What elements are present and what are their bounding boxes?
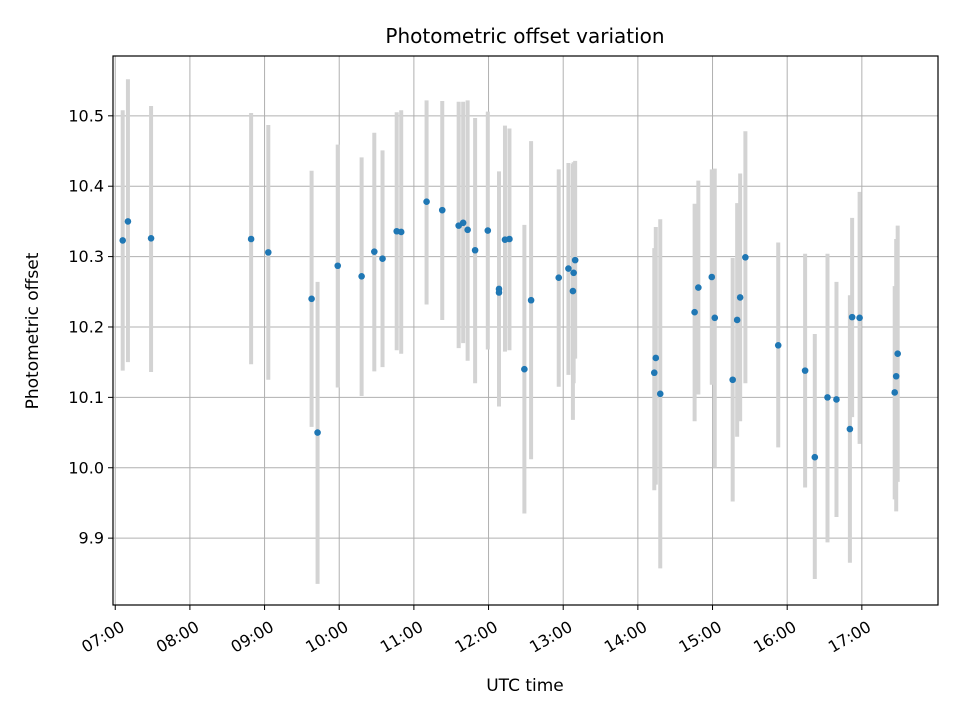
data-point xyxy=(892,372,900,380)
data-point xyxy=(308,295,315,303)
data-point xyxy=(527,296,535,304)
data-points xyxy=(119,198,901,461)
data-point xyxy=(811,453,819,461)
data-point xyxy=(555,274,563,282)
y-tick-label: 10.0 xyxy=(68,458,104,477)
axis-ticks xyxy=(108,115,863,610)
data-point xyxy=(894,350,901,358)
data-point xyxy=(736,294,744,301)
data-point xyxy=(119,237,127,244)
data-point xyxy=(358,273,365,280)
data-point xyxy=(856,314,863,322)
data-point xyxy=(846,425,854,433)
data-point xyxy=(423,198,430,205)
data-point xyxy=(565,265,572,272)
data-point xyxy=(650,369,658,377)
data-point xyxy=(711,314,719,322)
data-point xyxy=(438,206,446,214)
data-point xyxy=(848,313,856,321)
data-point xyxy=(656,390,664,398)
y-tick-labels: 9.9 10.0 10.1 10.2 10.3 10.4 10.5 xyxy=(68,106,104,547)
data-point xyxy=(124,218,132,225)
data-point xyxy=(264,249,272,256)
data-point xyxy=(571,256,579,264)
data-point xyxy=(801,367,809,374)
data-point xyxy=(371,248,378,255)
y-tick-label: 10.4 xyxy=(68,177,104,196)
data-point xyxy=(314,429,321,436)
plot-area-frame xyxy=(112,55,939,606)
data-point xyxy=(484,227,492,234)
data-point xyxy=(147,234,155,242)
y-tick-label: 9.9 xyxy=(79,529,104,548)
data-point xyxy=(824,394,831,401)
data-point xyxy=(397,228,405,236)
data-point xyxy=(495,289,503,296)
data-point xyxy=(379,255,386,263)
data-point xyxy=(464,226,471,234)
data-point xyxy=(774,341,782,349)
y-tick-label: 10.5 xyxy=(68,106,104,125)
data-point xyxy=(729,376,736,384)
data-point xyxy=(471,246,479,254)
data-point xyxy=(334,262,342,270)
data-point xyxy=(247,235,255,243)
data-point xyxy=(652,354,660,362)
data-point xyxy=(891,389,898,396)
data-point xyxy=(708,273,716,281)
data-point xyxy=(570,269,577,277)
data-point xyxy=(695,284,702,291)
data-point xyxy=(506,235,513,243)
y-tick-label: 10.2 xyxy=(68,317,104,336)
data-point xyxy=(521,365,528,373)
x-axis-label: UTC time xyxy=(486,676,564,696)
data-point xyxy=(691,308,698,316)
data-point xyxy=(833,396,840,403)
chart-title: Photometric offset variation xyxy=(385,24,664,48)
y-axis-label: Photometric offset xyxy=(23,252,43,409)
data-point xyxy=(733,316,741,324)
y-tick-label: 10.1 xyxy=(68,388,104,407)
data-point xyxy=(569,287,577,295)
y-tick-label: 10.3 xyxy=(68,247,104,266)
data-point xyxy=(742,253,749,261)
data-point xyxy=(459,219,467,227)
